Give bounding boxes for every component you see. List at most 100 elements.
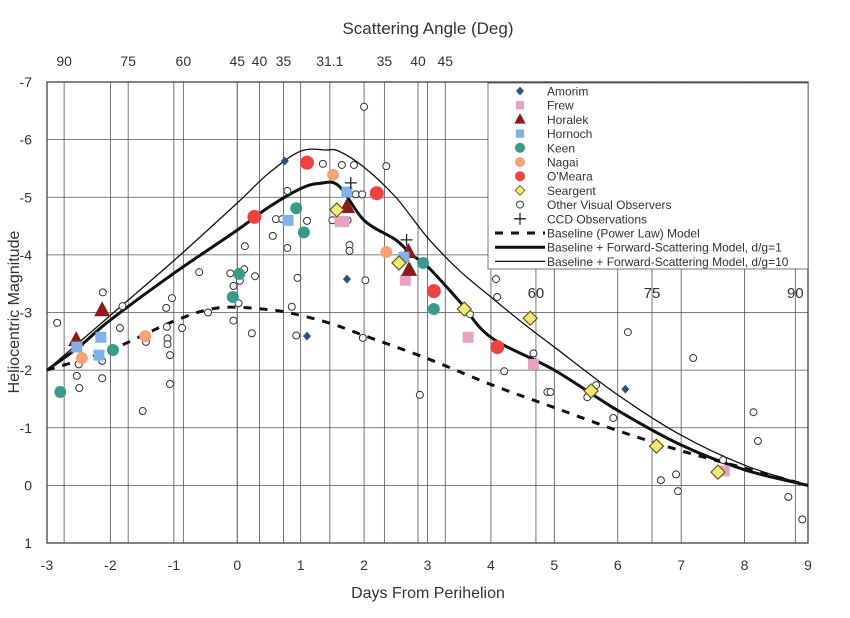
open-circle-marker (72, 371, 81, 380)
diamond-outline-marker (514, 184, 526, 196)
diamond-outline-marker (583, 383, 599, 399)
circle-marker (490, 340, 505, 355)
open-circle-marker (358, 333, 367, 342)
open-circle-marker (229, 316, 238, 325)
open-circle-marker (138, 407, 147, 416)
open-circle-marker (98, 374, 107, 383)
square-marker (95, 331, 107, 343)
open-circle-marker (798, 515, 807, 524)
circle-marker (247, 209, 262, 224)
circle-marker (106, 343, 119, 356)
diamond-marker (342, 274, 351, 284)
open-circle-marker (493, 292, 502, 301)
open-circle-marker (163, 340, 172, 349)
open-circle-marker (283, 186, 292, 195)
open-circle-marker (656, 476, 665, 485)
open-circle-marker (360, 102, 369, 111)
y-tick-label: -7 (20, 74, 33, 90)
square-marker (71, 341, 83, 353)
plus-marker (344, 176, 357, 189)
circle-marker (327, 168, 340, 181)
open-circle-marker (753, 437, 762, 446)
open-circle-marker (345, 246, 354, 255)
x-tick-label: -2 (104, 557, 117, 573)
circle-marker (75, 352, 88, 365)
legend-label: O'Meara (547, 170, 593, 184)
square-marker (527, 358, 539, 370)
y-tick-label: 0 (24, 477, 32, 493)
angle-tick-label: 75 (120, 53, 136, 69)
open-circle-marker (268, 231, 277, 240)
circle-marker (369, 186, 384, 201)
open-circle-marker (292, 331, 301, 340)
open-circle-marker (749, 408, 758, 417)
x-tick-label: 8 (741, 557, 749, 573)
open-circle-marker (115, 324, 124, 333)
y-tick-label: 1 (24, 535, 32, 551)
data-points (53, 102, 807, 524)
open-circle-marker (167, 294, 176, 303)
angle-tick-label: 45 (229, 53, 245, 69)
chart-title: Scattering Angle (Deg) (342, 19, 513, 38)
open-circle-marker (529, 349, 538, 358)
circle-marker (417, 256, 430, 269)
open-circle-marker (118, 302, 127, 311)
square-marker (515, 101, 525, 110)
open-circle-marker (166, 351, 175, 360)
square-marker (341, 186, 353, 198)
x-tick-label: 0 (233, 557, 241, 573)
open-circle-marker (415, 390, 424, 399)
open-circle-marker (234, 299, 243, 308)
angle-tick-label: 60 (176, 53, 192, 69)
circle-marker (290, 202, 303, 215)
open-circle-marker (162, 303, 171, 312)
open-circle-marker (349, 160, 358, 169)
open-circle-marker (247, 329, 256, 338)
circle-marker (515, 157, 525, 167)
x-tick-label: 2 (360, 557, 368, 573)
x-tick-label: 6 (614, 557, 622, 573)
diamond-outline-marker (648, 438, 665, 455)
y-axis-label: Heliocentric Magnitude (6, 231, 23, 394)
legend-box (487, 82, 809, 270)
legend-label: CCD Observations (547, 212, 647, 226)
circle-marker (233, 267, 246, 280)
open-circle-marker (283, 243, 292, 252)
diamond-outline-marker (456, 301, 473, 317)
open-circle-marker (162, 322, 171, 331)
diamond-outline-marker (328, 202, 345, 218)
circle-marker (426, 284, 441, 299)
x-tick-label: -3 (41, 557, 54, 573)
square-marker (338, 215, 350, 227)
open-circle-marker (318, 159, 327, 168)
x-tick-label: 5 (550, 557, 558, 573)
square-marker (515, 129, 525, 138)
x-tick-label: 9 (804, 557, 812, 573)
circle-marker (226, 290, 239, 303)
square-marker (93, 349, 105, 361)
circle-marker (515, 171, 525, 182)
x-tick-label: -1 (168, 557, 181, 573)
open-circle-marker (204, 308, 213, 317)
y-tick-label: -5 (20, 189, 33, 205)
open-circle-marker (75, 383, 84, 392)
triangle-marker (94, 301, 111, 317)
y-tick-label: -4 (20, 247, 33, 263)
legend-label: Seargent (547, 184, 596, 198)
circle-marker (139, 330, 152, 343)
triangle-marker (401, 260, 418, 276)
open-circle-marker (229, 281, 238, 290)
plus-marker (400, 233, 413, 246)
x-tick-label: 3 (424, 557, 432, 573)
open-circle-marker (195, 268, 204, 277)
angle-tick-label: 90 (787, 285, 804, 302)
angle-tick-label: 75 (644, 285, 661, 302)
open-circle-marker (689, 354, 698, 363)
open-circle-marker (53, 318, 62, 327)
open-circle-marker (719, 456, 728, 465)
x-tick-label: 7 (677, 557, 685, 573)
model-line (46, 305, 809, 487)
square-marker (462, 331, 474, 343)
